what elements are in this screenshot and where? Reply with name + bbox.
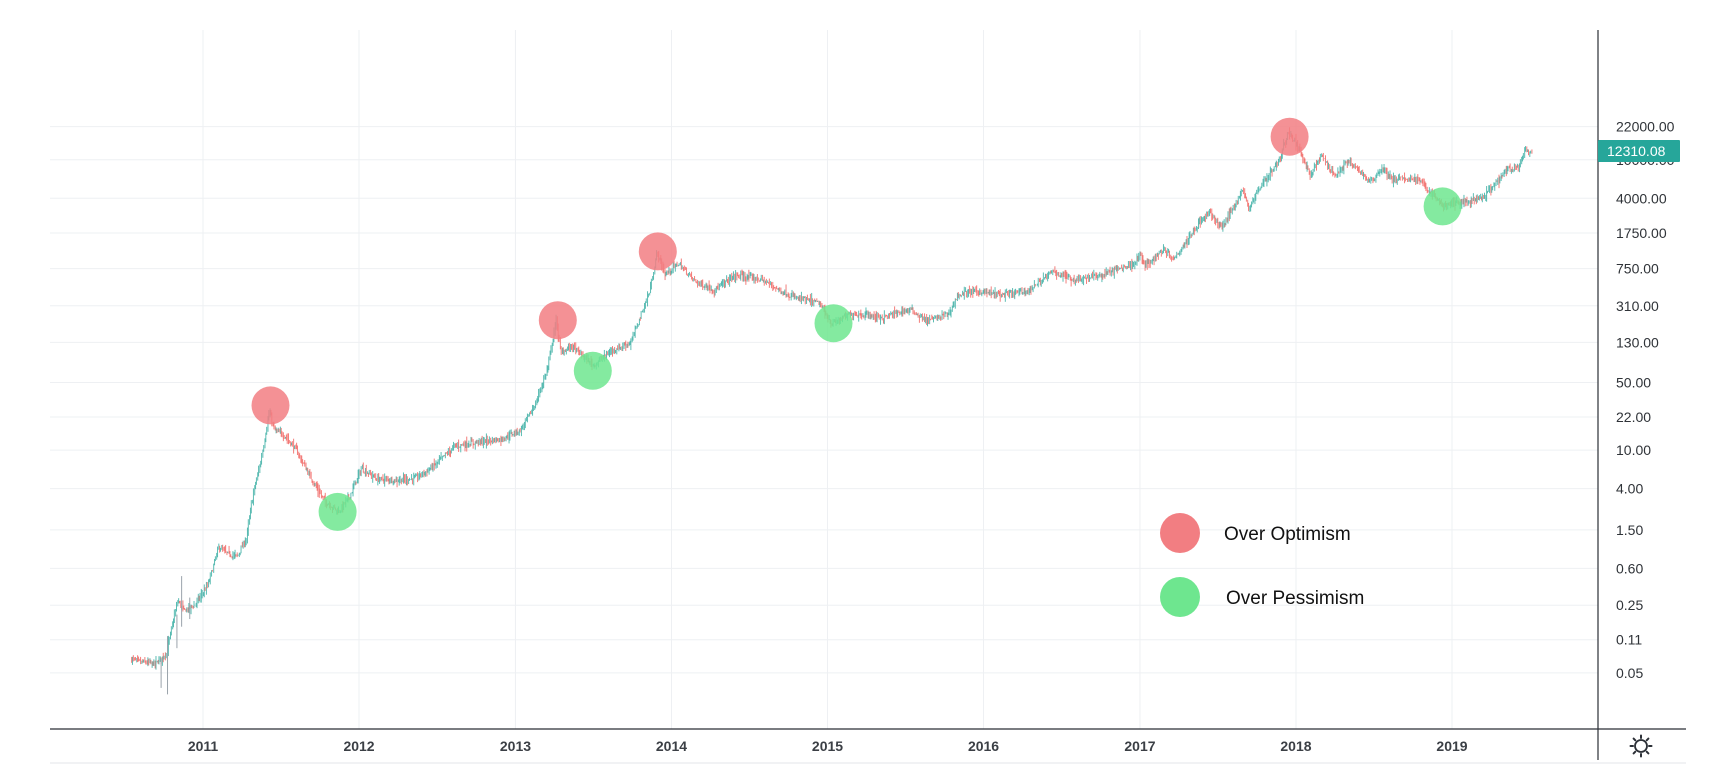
y-tick-label: 1.50 (1616, 522, 1643, 538)
legend-pessimism-label: Over Pessimism (1226, 588, 1364, 609)
pessimism-marker (573, 351, 612, 390)
x-tick-label: 2012 (343, 738, 374, 754)
last-price-label-background (1598, 140, 1680, 162)
y-tick-label: 0.05 (1616, 665, 1643, 681)
legend: Over Optimism Over Pessimism (1160, 513, 1364, 617)
pessimism-marker (814, 304, 853, 343)
optimism-marker (251, 386, 290, 425)
y-tick-label: 130.00 (1616, 334, 1659, 350)
y-tick-label: 50.00 (1616, 374, 1651, 390)
x-tick-label: 2011 (188, 738, 219, 754)
y-tick-label: 22.00 (1616, 409, 1651, 425)
optimism-marker (1270, 117, 1309, 156)
price-series[interactable] (131, 127, 1533, 695)
y-tick-label: 4.00 (1616, 481, 1643, 497)
y-tick-label: 22000.00 (1616, 119, 1675, 135)
pessimism-marker (1423, 187, 1462, 226)
x-tick-label: 2016 (968, 738, 999, 754)
y-tick-label: 4000.00 (1616, 190, 1667, 206)
grid-lines (50, 30, 1598, 729)
y-tick-label: 0.25 (1616, 597, 1643, 613)
sentiment-markers (251, 117, 1462, 531)
time-axis-labels[interactable]: 2011 2012 2013 2014 2015 2016 2017 2018 2019 (188, 738, 1468, 754)
y-tick-label: 750.00 (1616, 261, 1659, 277)
x-tick-label: 2018 (1280, 738, 1311, 754)
optimism-marker (638, 232, 677, 271)
last-price-label-text: 12310.08 (1607, 143, 1666, 159)
y-tick-label: 10.00 (1616, 442, 1651, 458)
x-tick-label: 2019 (1436, 738, 1467, 754)
gear-icon[interactable] (1629, 734, 1653, 758)
x-tick-label: 2014 (656, 738, 687, 754)
legend-optimism-swatch (1160, 513, 1200, 553)
legend-optimism-label: Over Optimism (1224, 524, 1351, 545)
x-tick-label: 2013 (500, 738, 531, 754)
price-axis-labels[interactable]: 22000.0010000.004000.001750.00750.00310.… (1616, 119, 1675, 681)
legend-pessimism-swatch (1160, 577, 1200, 617)
x-tick-label: 2017 (1124, 738, 1155, 754)
pessimism-marker (318, 492, 357, 531)
last-price-label: 12310.08 (1598, 140, 1680, 162)
y-tick-label: 0.60 (1616, 560, 1643, 576)
y-tick-label: 1750.00 (1616, 225, 1667, 241)
x-tick-label: 2015 (812, 738, 843, 754)
y-tick-label: 0.11 (1616, 632, 1642, 648)
optimism-marker (538, 301, 577, 340)
y-tick-label: 310.00 (1616, 298, 1659, 314)
